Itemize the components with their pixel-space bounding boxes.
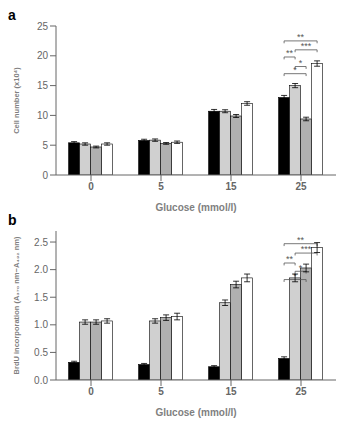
svg-text:25: 25	[295, 181, 307, 192]
svg-text:BrdU incorporation (A₃₇₀ nm−A₄: BrdU incorporation (A₃₇₀ nm−A₄₉₂ nm)	[12, 236, 21, 374]
svg-text:Cell number (x10⁴): Cell number (x10⁴)	[12, 67, 21, 134]
svg-text:10: 10	[37, 110, 49, 121]
svg-text:5: 5	[158, 181, 164, 192]
svg-text:0.0: 0.0	[34, 375, 48, 386]
svg-text:0: 0	[88, 181, 94, 192]
svg-text:15: 15	[37, 80, 49, 91]
svg-text:**: **	[286, 254, 294, 264]
svg-text:***: ***	[301, 41, 312, 51]
svg-text:5: 5	[42, 140, 48, 151]
svg-text:2.5: 2.5	[34, 237, 48, 248]
svg-text:15: 15	[225, 181, 237, 192]
svg-text:5: 5	[158, 386, 164, 397]
html-text:b: b	[8, 212, 17, 228]
svg-text:***: ***	[301, 244, 312, 254]
svg-text:1.5: 1.5	[34, 292, 48, 303]
svg-text:25: 25	[37, 21, 49, 32]
svg-text:15: 15	[225, 386, 237, 397]
svg-text:*: *	[299, 58, 303, 68]
svg-text:1.0: 1.0	[34, 319, 48, 330]
svg-text:2.0: 2.0	[34, 264, 48, 275]
svg-text:**: **	[286, 48, 294, 58]
html-text:a: a	[8, 7, 16, 23]
svg-text:*: *	[299, 263, 303, 273]
svg-text:20: 20	[37, 50, 49, 61]
svg-text:25: 25	[295, 386, 307, 397]
svg-text:Glucose (mmol/l): Glucose (mmol/l)	[155, 407, 236, 418]
svg-text:*: *	[293, 271, 297, 281]
svg-text:0: 0	[88, 386, 94, 397]
svg-text:Glucose (mmol/l): Glucose (mmol/l)	[155, 202, 236, 213]
svg-text:0: 0	[42, 170, 48, 181]
svg-text:0.5: 0.5	[34, 347, 48, 358]
